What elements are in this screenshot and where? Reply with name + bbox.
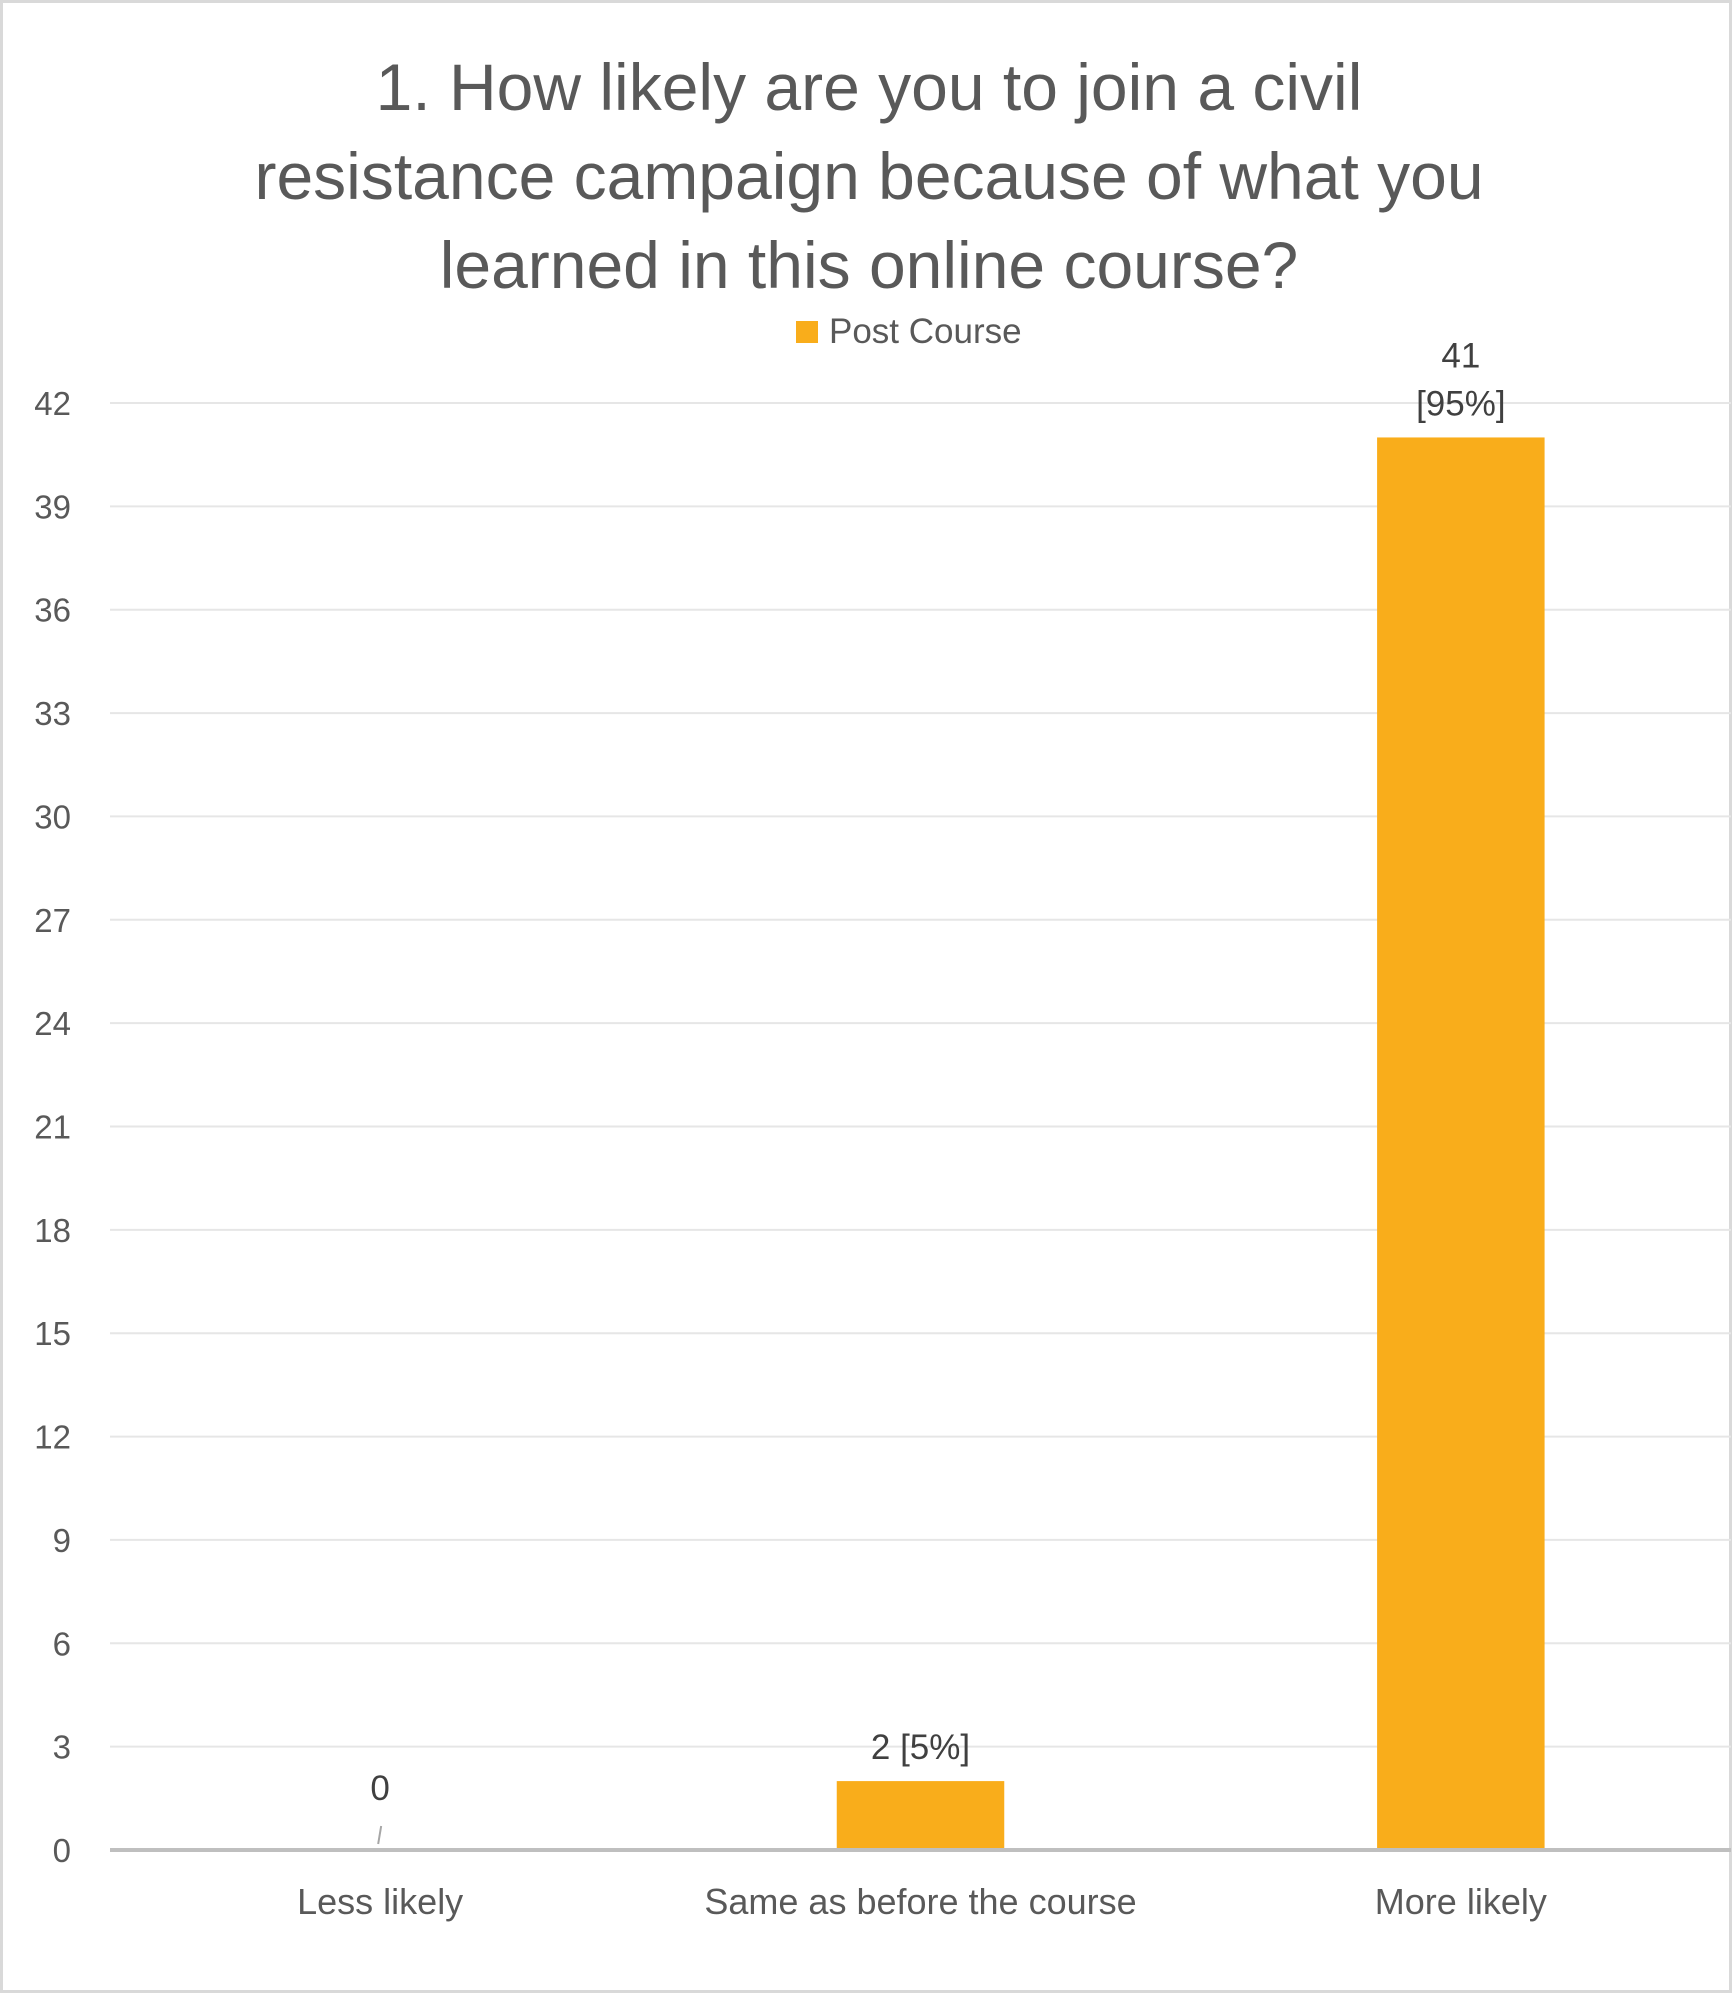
y-tick-label: 27 [34,902,71,939]
x-category-label: Less likely [297,1881,463,1922]
chart-title-line-2: resistance campaign because of what you [254,139,1483,213]
y-tick-label: 18 [34,1212,71,1249]
y-tick-label: 24 [34,1005,71,1042]
data-label-leader [377,1825,383,1845]
y-tick-label: 30 [34,798,71,835]
data-label: 2 [5%] [871,1728,970,1767]
chart-title: 1. How likely are you to join a civil re… [254,50,1483,302]
y-tick-label: 21 [34,1109,71,1146]
legend-swatch [796,321,818,343]
y-tick-label: 0 [53,1832,71,1869]
bar [836,1781,1005,1850]
data-label: 0 [370,1769,389,1808]
y-tick-label: 42 [34,385,71,422]
y-tick-label: 15 [34,1315,71,1352]
bar-chart: 1. How likely are you to join a civil re… [34,50,1731,1922]
y-tick-label: 9 [53,1522,71,1559]
chart-legend: Post Course [796,312,1022,351]
chart-title-line-1: 1. How likely are you to join a civil [376,50,1363,124]
data-labels: 0 2 [5%] 41 [95%] [370,336,1505,1808]
y-tick-label: 33 [34,695,71,732]
y-tick-label: 6 [53,1625,71,1662]
data-label: 41 [95%] [1416,336,1506,423]
legend-label: Post Course [829,312,1022,351]
y-tick-label: 39 [34,488,71,525]
y-tick-label: 12 [34,1419,71,1456]
bars [377,437,1545,1850]
x-category-label: Same as before the course [704,1881,1136,1922]
bar [1377,437,1545,1850]
x-axis-categories: Less likely Same as before the course More… [297,1881,1547,1922]
y-tick-label: 3 [53,1729,71,1766]
x-category-label: More likely [1375,1881,1547,1922]
chart-title-line-3: learned in this online course? [440,228,1299,302]
y-tick-label: 36 [34,592,71,629]
